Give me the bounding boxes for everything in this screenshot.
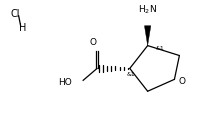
Text: Cl: Cl xyxy=(11,9,20,19)
Polygon shape xyxy=(144,26,151,46)
Text: HO: HO xyxy=(59,78,72,87)
Text: &1: &1 xyxy=(127,72,135,77)
Text: H: H xyxy=(19,23,26,33)
Text: &1: &1 xyxy=(156,46,164,51)
Text: O: O xyxy=(178,77,185,86)
Text: H$_2$N: H$_2$N xyxy=(138,3,157,16)
Text: O: O xyxy=(90,38,96,47)
